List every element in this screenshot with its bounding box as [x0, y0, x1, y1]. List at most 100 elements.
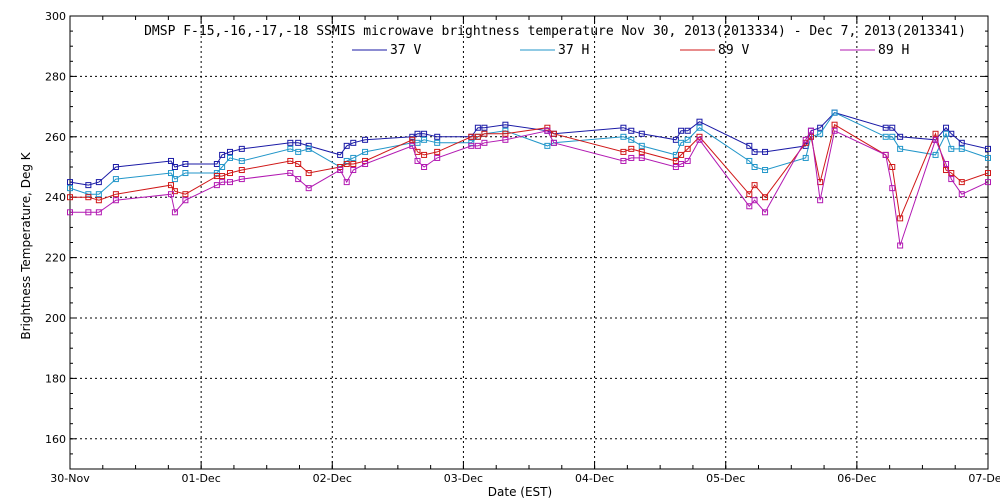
legend: 37 V 37 H 89 V 89 H — [352, 43, 909, 58]
data-point — [502, 130, 509, 137]
legend-item: 89 V — [680, 43, 749, 58]
data-point — [85, 194, 92, 201]
data-point — [889, 133, 896, 140]
data-point — [684, 136, 691, 143]
data-point — [502, 121, 509, 128]
data-point — [95, 191, 102, 198]
data-point — [95, 209, 102, 216]
data-point — [434, 148, 441, 155]
data-point — [882, 124, 889, 131]
data-point — [985, 145, 991, 152]
data-point — [171, 188, 178, 195]
data-point — [219, 173, 226, 180]
data-point — [932, 151, 939, 158]
data-point — [550, 130, 557, 137]
series-37-v — [67, 109, 991, 189]
data-point — [751, 182, 758, 189]
data-point — [948, 145, 955, 152]
data-point — [958, 145, 965, 152]
plot-frame — [69, 15, 989, 470]
data-point — [943, 124, 950, 131]
data-point — [746, 157, 753, 164]
data-point — [897, 133, 904, 140]
data-point — [678, 139, 685, 146]
series-line — [69, 111, 989, 195]
data-point — [213, 160, 220, 167]
x-tick-label: 01-Dec — [182, 472, 221, 485]
data-point — [414, 130, 421, 137]
data-point — [226, 154, 233, 161]
data-point — [628, 154, 635, 161]
data-point — [550, 139, 557, 146]
data-point — [985, 170, 991, 177]
data-point — [213, 182, 220, 189]
data-point — [414, 148, 421, 155]
data-point — [817, 130, 824, 137]
data-point — [171, 164, 178, 170]
data-point — [219, 151, 226, 158]
data-point — [85, 209, 92, 216]
data-point — [943, 160, 950, 167]
data-point — [343, 157, 350, 164]
data-point — [802, 136, 809, 143]
data-point — [696, 118, 703, 125]
data-point — [762, 167, 769, 174]
data-point — [696, 124, 703, 131]
legend-label: 37 V — [390, 43, 421, 58]
y-tick-label: 300 — [45, 10, 66, 23]
data-point — [421, 164, 428, 170]
data-point — [350, 167, 357, 174]
data-point — [897, 215, 904, 222]
data-point — [305, 145, 312, 152]
data-point — [226, 170, 233, 177]
data-point — [807, 127, 814, 134]
data-point — [985, 154, 991, 161]
data-point — [226, 179, 233, 186]
data-point — [182, 170, 189, 177]
data-point — [948, 176, 955, 183]
data-point — [182, 191, 189, 198]
data-point — [434, 139, 441, 146]
data-point — [831, 127, 838, 134]
series-line — [70, 129, 989, 246]
data-point — [897, 145, 904, 152]
data-point — [474, 124, 481, 131]
data-point — [434, 133, 441, 140]
data-point — [362, 136, 369, 143]
x-tick-label: 03-Dec — [444, 472, 483, 485]
data-point — [305, 185, 312, 192]
legend-item: 37 V — [352, 43, 421, 58]
data-point — [943, 130, 950, 137]
y-axis-title: Brightness Temperature, Deg K — [19, 151, 33, 339]
data-point — [112, 191, 119, 198]
x-tick-label: 30-Nov — [50, 472, 90, 485]
data-point — [421, 151, 428, 158]
x-axis-title: Date (EST) — [488, 485, 552, 499]
data-point — [672, 136, 679, 143]
data-point — [287, 139, 294, 146]
data-point — [502, 136, 509, 143]
data-point — [544, 142, 551, 149]
data-point — [889, 124, 896, 131]
data-point — [287, 157, 294, 164]
data-point — [85, 191, 92, 198]
data-point — [762, 148, 769, 155]
data-point — [67, 185, 73, 192]
data-point — [502, 127, 509, 134]
data-point — [481, 139, 488, 146]
data-point — [182, 160, 189, 167]
data-point — [287, 170, 294, 177]
data-point — [295, 176, 302, 183]
series-89-h — [67, 127, 991, 249]
x-tick-label: 06-Dec — [837, 472, 876, 485]
data-point — [343, 160, 350, 167]
data-point — [751, 164, 758, 170]
y-tick-label: 220 — [45, 252, 66, 265]
data-point — [684, 157, 691, 164]
data-point — [409, 142, 416, 149]
series-37-h — [67, 109, 991, 198]
series-line — [70, 123, 989, 221]
data-point — [67, 179, 73, 186]
data-point — [287, 145, 294, 152]
